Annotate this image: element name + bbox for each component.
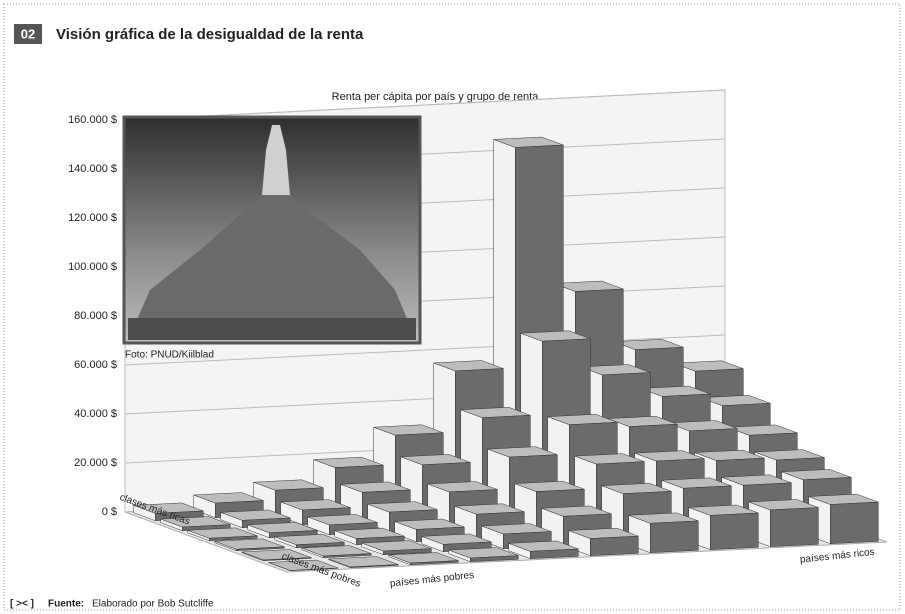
- source-text: Elaborado por Bob Sutcliffe: [92, 599, 214, 610]
- bar: [568, 527, 639, 557]
- y-tick-label: 140.000 $: [68, 163, 117, 175]
- bar-front-face: [710, 512, 759, 550]
- y-tick-label: 0 $: [102, 506, 117, 518]
- photo-caption: Foto: PNUD/Kiilblad: [125, 350, 214, 361]
- bar-front-face: [263, 557, 312, 561]
- bar-front-face: [236, 546, 285, 551]
- chart-title: Renta per cápita por país y grupo de ren…: [332, 91, 540, 103]
- bar-front-face: [296, 542, 345, 548]
- bar: [274, 534, 345, 549]
- bar: [688, 504, 759, 551]
- bar-front-face: [209, 535, 258, 541]
- bar-front-face: [470, 555, 519, 562]
- bar: [628, 512, 699, 554]
- y-tick-label: 100.000 $: [68, 261, 117, 273]
- bar-front-face: [650, 520, 699, 553]
- header-number: 02: [21, 26, 35, 41]
- bar-front-face: [350, 564, 399, 568]
- bar: [160, 516, 231, 532]
- bar: [388, 552, 459, 566]
- bar-front-face: [590, 535, 639, 556]
- bar: [268, 559, 339, 572]
- bar-front-face: [323, 553, 372, 558]
- source-label: Fuente:: [48, 599, 84, 610]
- bar: [448, 547, 519, 563]
- grid-line: [124, 334, 726, 366]
- header-badge: [14, 24, 42, 44]
- bar: [187, 527, 258, 542]
- y-tick-label: 40.000 $: [74, 408, 117, 420]
- bar: [361, 540, 432, 556]
- header-title: Visión gráfica de la desigualdad de la r…: [56, 26, 364, 43]
- bar-front-face: [530, 548, 579, 559]
- y-tick-label: 20.000 $: [74, 457, 117, 469]
- bars: [133, 136, 879, 572]
- bar-front-face: [410, 560, 459, 565]
- x-end-label: países más ricos: [799, 547, 875, 566]
- bar: [328, 556, 399, 569]
- photo: [122, 115, 422, 345]
- bar: [301, 545, 372, 559]
- bar-front-face: [290, 567, 339, 571]
- x-start-label: países más pobres: [389, 570, 474, 590]
- source-icon: [ >< ]: [10, 599, 34, 610]
- page-frame: [3, 3, 901, 611]
- y-tick-label: 80.000 $: [74, 310, 117, 322]
- bar: [133, 502, 204, 522]
- grid-line: [124, 89, 726, 121]
- bar: [247, 522, 318, 539]
- photo-tower: [262, 125, 290, 195]
- bar: [214, 538, 285, 552]
- bar-front-face: [770, 507, 819, 547]
- y-tick-label: 60.000 $: [74, 359, 117, 371]
- bar: [808, 493, 879, 545]
- photo-mound: [128, 125, 416, 340]
- bar-front-face: [830, 501, 879, 544]
- bar-front-face: [383, 548, 432, 555]
- y-tick-label: 120.000 $: [68, 212, 117, 224]
- photo-ground: [128, 318, 416, 340]
- bar: [748, 499, 819, 548]
- bar: [241, 549, 312, 562]
- bar: [508, 540, 579, 560]
- y-tick-label: 160.000 $: [68, 114, 117, 126]
